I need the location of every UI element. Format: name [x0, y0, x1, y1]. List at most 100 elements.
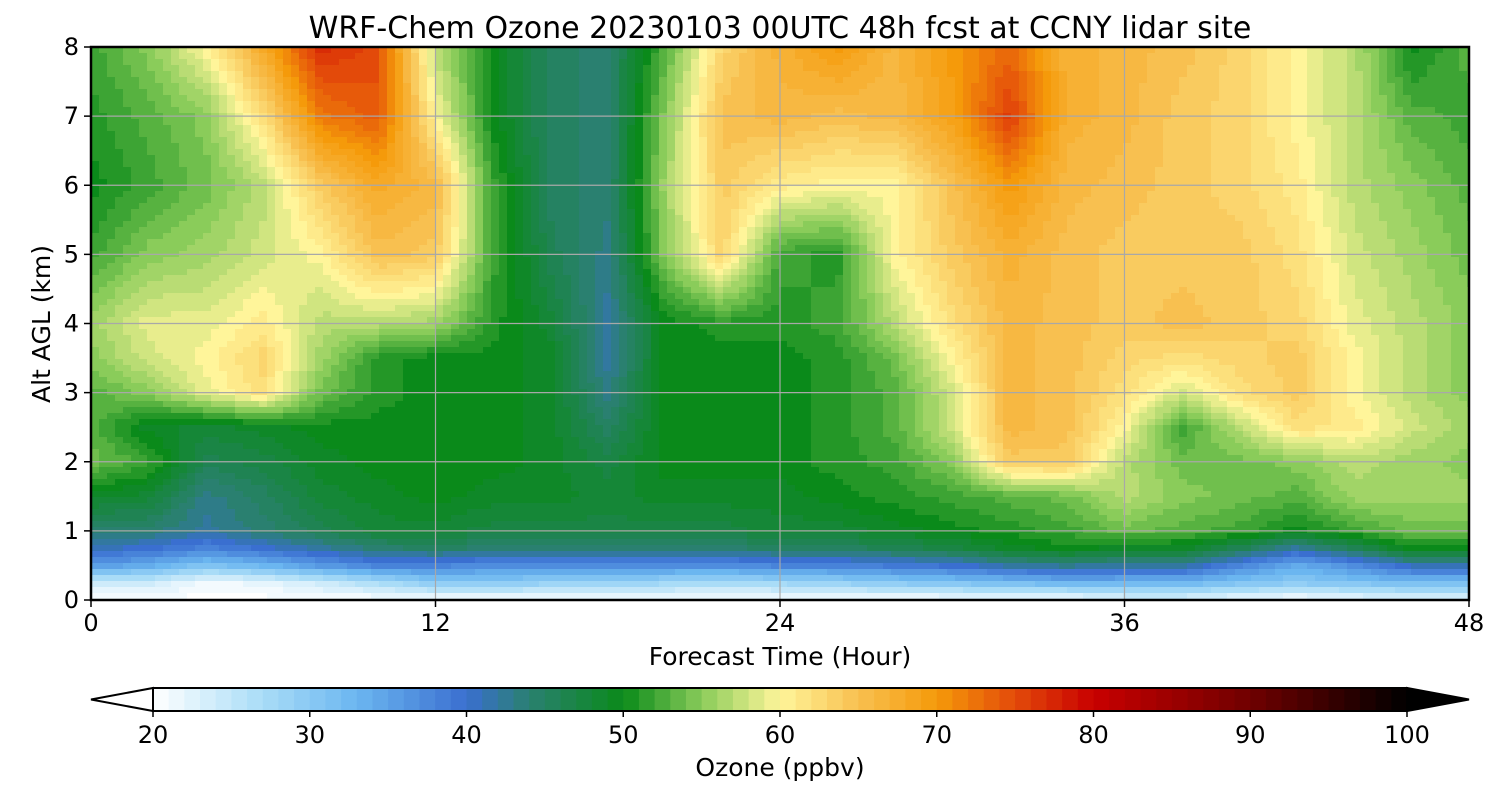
- heatmap-cell: [1395, 185, 1404, 192]
- heatmap-cell: [155, 101, 164, 108]
- heatmap-cell: [395, 173, 404, 180]
- heatmap-cell: [1427, 101, 1436, 108]
- heatmap-cell: [579, 65, 588, 72]
- heatmap-cell: [1131, 65, 1140, 72]
- heatmap-cell: [611, 53, 620, 60]
- heatmap-cell: [1243, 215, 1252, 222]
- heatmap-cell: [419, 191, 428, 198]
- heatmap-cell: [387, 155, 396, 162]
- heatmap-cell: [691, 77, 700, 84]
- heatmap-cell: [267, 131, 276, 138]
- heatmap-cell: [403, 209, 412, 216]
- heatmap-cell: [771, 215, 780, 222]
- heatmap-cell: [1235, 131, 1244, 138]
- heatmap-cell: [691, 161, 700, 168]
- heatmap-cell: [947, 125, 956, 132]
- heatmap-cell: [795, 95, 804, 102]
- heatmap-cell: [763, 95, 772, 102]
- heatmap-cell: [587, 173, 596, 180]
- heatmap-cell: [1363, 83, 1372, 90]
- heatmap-cell: [835, 65, 844, 72]
- heatmap-cell: [203, 89, 212, 96]
- heatmap-cell: [531, 185, 540, 192]
- heatmap-cell: [139, 185, 148, 192]
- heatmap-cell: [987, 173, 996, 180]
- heatmap-cell: [139, 173, 148, 180]
- heatmap-cell: [603, 53, 612, 60]
- heatmap-cell: [1347, 131, 1356, 138]
- heatmap-cell: [227, 131, 236, 138]
- heatmap-cell: [1139, 197, 1148, 204]
- heatmap-cell: [1211, 209, 1220, 216]
- heatmap-cell: [755, 197, 764, 204]
- heatmap-cell: [1051, 47, 1060, 54]
- heatmap-cell: [1371, 89, 1380, 96]
- heatmap-cell: [1035, 95, 1044, 102]
- heatmap-cell: [1187, 215, 1196, 222]
- heatmap-cell: [1187, 125, 1196, 132]
- heatmap-cell: [467, 95, 476, 102]
- heatmap-cell: [843, 173, 852, 180]
- heatmap-cell: [147, 131, 156, 138]
- heatmap-cell: [931, 143, 940, 150]
- heatmap-cell: [443, 161, 452, 168]
- heatmap-cell: [867, 59, 876, 66]
- heatmap-cell: [811, 179, 820, 186]
- heatmap-cell: [1299, 143, 1308, 150]
- heatmap-cell: [1283, 71, 1292, 78]
- heatmap-cell: [579, 53, 588, 60]
- heatmap-cell: [835, 125, 844, 132]
- heatmap-cell: [195, 197, 204, 204]
- heatmap-cell: [515, 89, 524, 96]
- heatmap-cell: [267, 161, 276, 168]
- heatmap-cell: [187, 59, 196, 66]
- heatmap-cell: [667, 161, 676, 168]
- heatmap-cell: [187, 149, 196, 156]
- heatmap-cell: [1011, 83, 1020, 90]
- heatmap-cell: [787, 209, 796, 216]
- heatmap-cell: [379, 209, 388, 216]
- heatmap-cell: [507, 95, 516, 102]
- heatmap-cell: [1083, 101, 1092, 108]
- heatmap-cell: [563, 137, 572, 144]
- heatmap-cell: [531, 215, 540, 222]
- heatmap-cell: [1171, 137, 1180, 144]
- heatmap-cell: [635, 161, 644, 168]
- heatmap-cell: [1339, 107, 1348, 114]
- heatmap-cell: [1331, 107, 1340, 114]
- heatmap-cell: [363, 59, 372, 66]
- heatmap-cell: [403, 83, 412, 90]
- heatmap-cell: [635, 131, 644, 138]
- heatmap-cell: [715, 77, 724, 84]
- heatmap-cell: [339, 47, 348, 54]
- heatmap-cell: [699, 161, 708, 168]
- heatmap-cell: [843, 95, 852, 102]
- heatmap-cell: [1371, 197, 1380, 204]
- heatmap-cell: [771, 161, 780, 168]
- heatmap-cell: [235, 59, 244, 66]
- heatmap-cell: [667, 185, 676, 192]
- heatmap-cell: [1259, 71, 1268, 78]
- heatmap-cell: [275, 155, 284, 162]
- heatmap-cell: [1307, 71, 1316, 78]
- heatmap-cell: [891, 47, 900, 54]
- heatmap-cell: [363, 107, 372, 114]
- heatmap-cell: [979, 107, 988, 114]
- heatmap-cell: [1299, 71, 1308, 78]
- heatmap-cell: [163, 71, 172, 78]
- heatmap-cell: [691, 89, 700, 96]
- heatmap-cell: [355, 77, 364, 84]
- heatmap-cell: [827, 203, 836, 210]
- heatmap-cell: [1051, 59, 1060, 66]
- heatmap-cell: [1203, 161, 1212, 168]
- heatmap-cell: [987, 65, 996, 72]
- heatmap-cell: [1091, 137, 1100, 144]
- heatmap-cell: [411, 53, 420, 60]
- heatmap-cell: [867, 89, 876, 96]
- heatmap-cell: [123, 185, 132, 192]
- heatmap-cell: [731, 131, 740, 138]
- heatmap-cell: [1267, 149, 1276, 156]
- heatmap-cell: [1179, 95, 1188, 102]
- heatmap-cell: [1267, 143, 1276, 150]
- heatmap-cell: [579, 89, 588, 96]
